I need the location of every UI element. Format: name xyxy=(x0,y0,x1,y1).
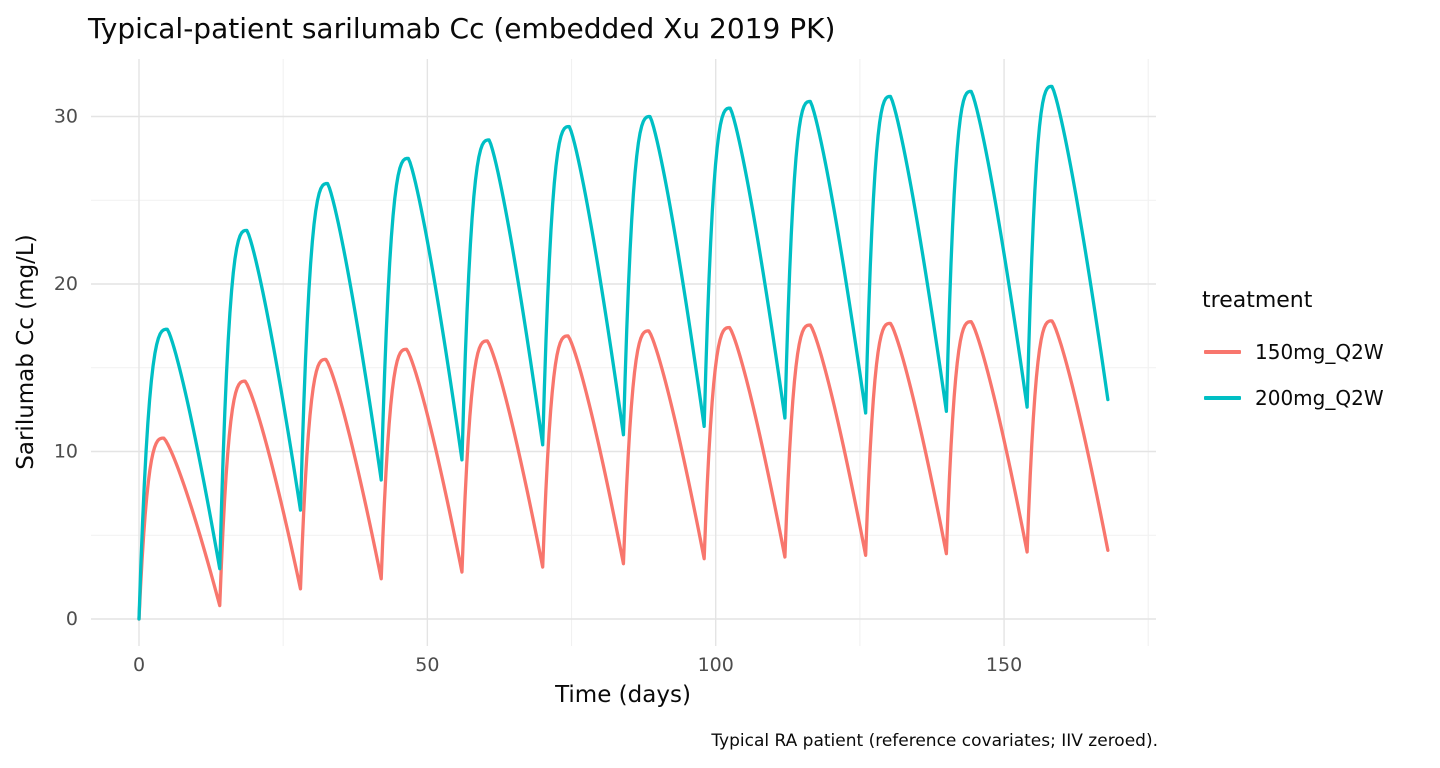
chart-title: Typical-patient sarilumab Cc (embedded X… xyxy=(88,12,836,45)
legend-entry-200mg-q2w: 200mg_Q2W xyxy=(1202,386,1384,410)
series-line-200mg_Q2W xyxy=(137,84,1110,621)
x-axis-title: Time (days) xyxy=(555,682,691,708)
y-tick-label: 10 xyxy=(54,441,78,463)
legend-key-line-200mg-q2w xyxy=(1204,396,1241,400)
series-line-150mg_Q2W xyxy=(137,319,1110,621)
legend-title: treatment xyxy=(1202,288,1313,313)
y-tick-label: 30 xyxy=(54,106,78,128)
caption: Typical RA patient (reference covariates… xyxy=(711,731,1158,751)
y-axis-title: Sarilumab Cc (mg/L) xyxy=(13,234,39,470)
legend-key-line-150mg-q2w xyxy=(1204,350,1241,354)
legend-label: 200mg_Q2W xyxy=(1255,386,1384,410)
x-tick-label: 100 xyxy=(698,654,734,676)
y-tick-label: 0 xyxy=(66,608,78,630)
legend-entry-150mg-q2w: 150mg_Q2W xyxy=(1202,340,1384,364)
y-tick-label: 20 xyxy=(54,273,78,295)
x-tick-label: 0 xyxy=(133,654,145,676)
x-tick-label: 150 xyxy=(986,654,1022,676)
x-tick-label: 50 xyxy=(415,654,439,676)
legend-label: 150mg_Q2W xyxy=(1255,340,1384,364)
